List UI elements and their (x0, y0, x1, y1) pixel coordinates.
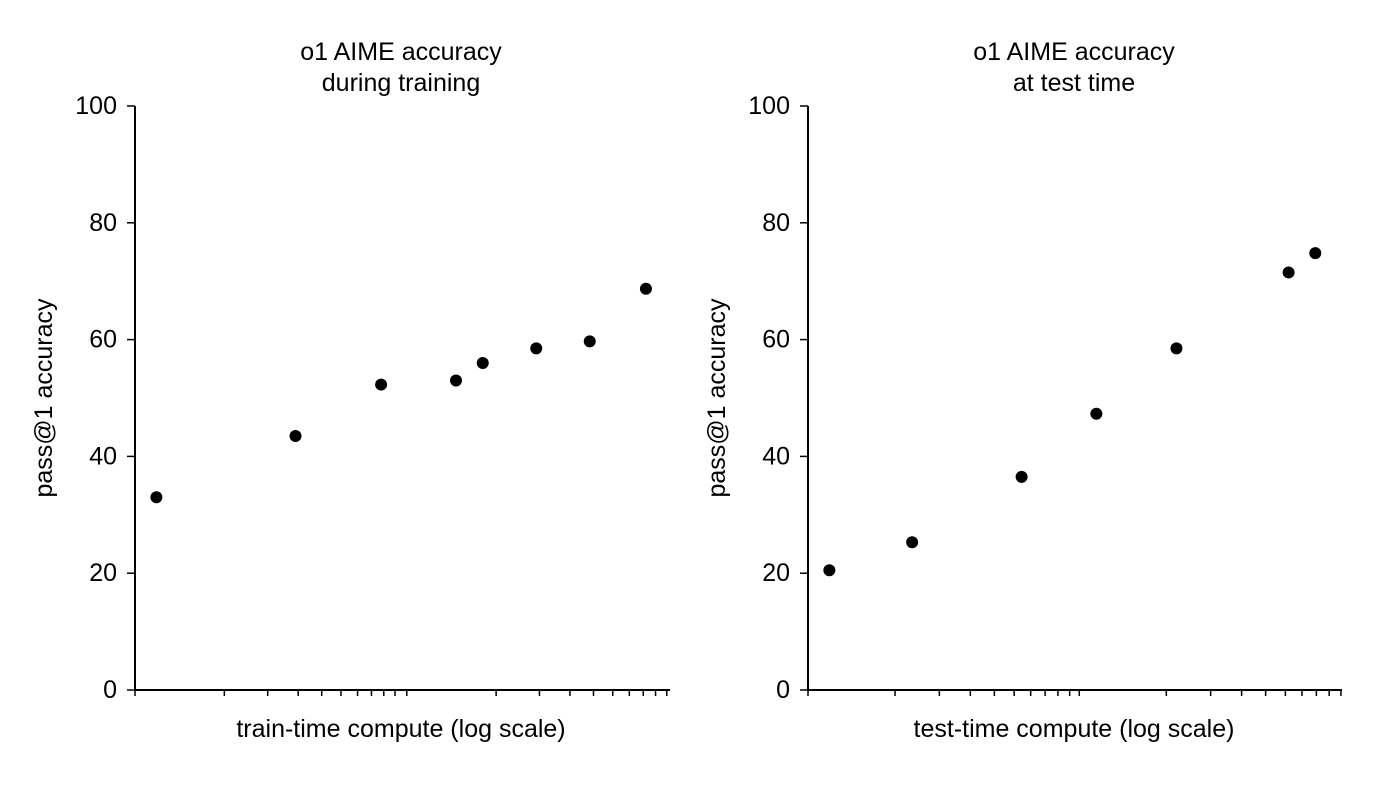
data-point (1309, 247, 1322, 260)
y-tick-label: 40 (89, 442, 117, 470)
y-tick-label: 100 (75, 92, 117, 120)
data-point (476, 356, 489, 369)
data-point (289, 429, 302, 442)
data-point (450, 374, 462, 387)
chart-title-line-2: during training (322, 69, 480, 97)
y-tick-label: 0 (103, 676, 117, 704)
y-tick-label: 80 (89, 209, 117, 237)
chart-title-line-1: o1 AIME accuracy (300, 38, 502, 66)
x-axis-label: test-time compute (log scale) (914, 715, 1235, 743)
data-point (1282, 266, 1295, 279)
data-point (823, 564, 836, 577)
data-point (639, 282, 652, 295)
data-point (906, 536, 919, 549)
y-axis-label: pass@1 accuracy (30, 298, 58, 498)
y-tick-label: 60 (89, 326, 117, 354)
data-point (1170, 342, 1183, 355)
data-point (150, 491, 163, 504)
y-tick-label: 20 (762, 559, 790, 587)
y-tick-label: 0 (776, 676, 790, 704)
chart-panel-test-time: o1 AIME accuracy at test time pass@1 acc… (703, 38, 1342, 743)
y-tick-label: 20 (89, 559, 117, 587)
x-axis-label: train-time compute (log scale) (236, 715, 565, 743)
data-point (583, 335, 596, 348)
y-axis-label: pass@1 accuracy (703, 298, 731, 498)
chart-title-line-2: at test time (1013, 69, 1135, 97)
data-point (1090, 407, 1103, 420)
y-tick-label: 80 (762, 209, 790, 237)
data-point (1015, 470, 1028, 483)
chart-panel-training: o1 AIME accuracy during training pass@1 … (30, 38, 670, 743)
y-tick-label: 40 (762, 442, 790, 470)
y-tick-label: 60 (762, 326, 790, 354)
data-point (375, 378, 388, 391)
chart-title-line-1: o1 AIME accuracy (973, 38, 1175, 66)
data-point (530, 342, 543, 355)
y-tick-label: 100 (748, 92, 790, 120)
